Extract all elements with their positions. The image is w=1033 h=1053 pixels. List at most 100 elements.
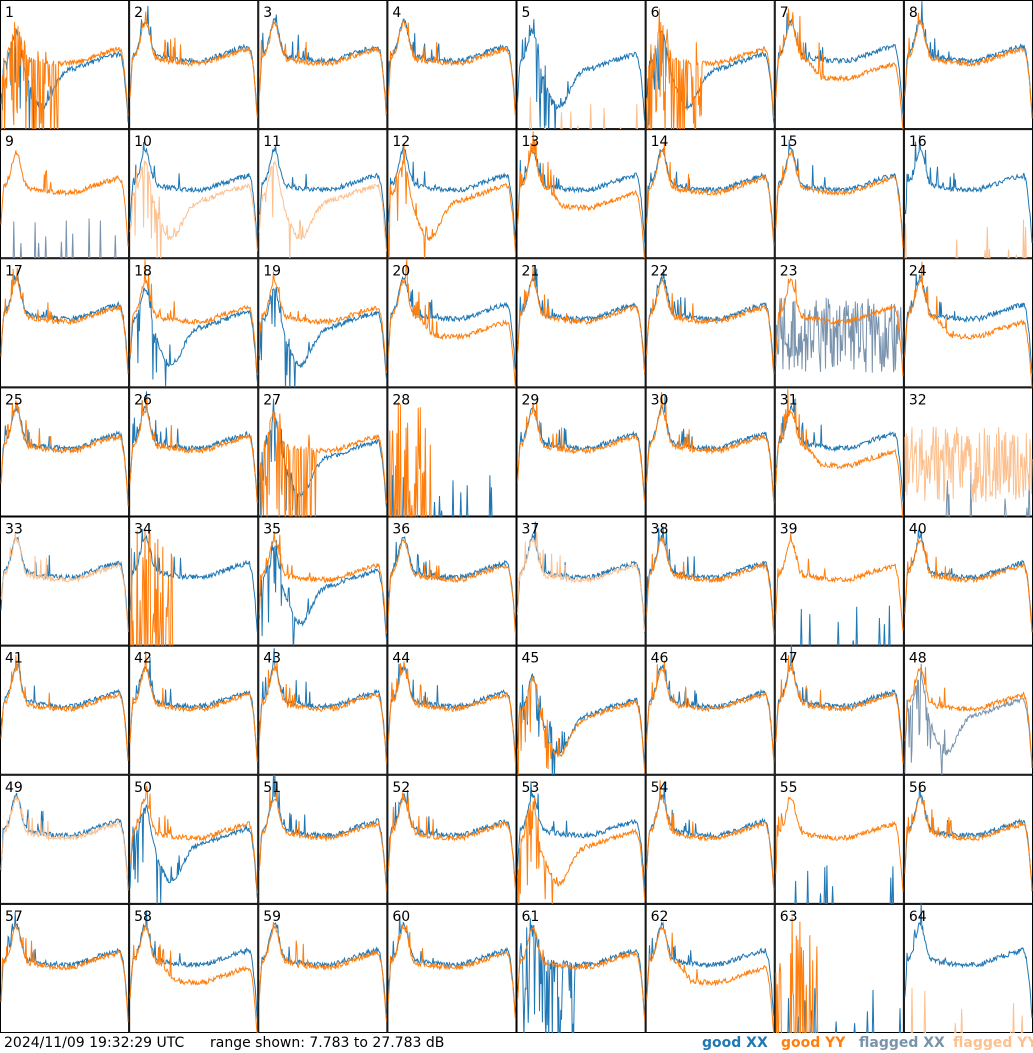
series-yy-42: [129, 651, 258, 762]
panel-label: 38: [651, 522, 669, 538]
panel-7: 7: [774, 0, 904, 130]
panel-13: 13: [516, 129, 646, 262]
panel-frame: [516, 129, 646, 259]
panel-frame: [774, 516, 904, 646]
panel-label: 48: [909, 651, 927, 667]
panel-label: 58: [134, 909, 152, 925]
series-yy-26: [129, 397, 258, 504]
panel-label: 2: [134, 5, 143, 21]
panel-frame: [129, 645, 259, 775]
panel-54: 54: [645, 774, 775, 904]
panel-label: 36: [392, 522, 410, 538]
panel-40: 40: [903, 516, 1033, 646]
panel-27: 27: [258, 387, 388, 523]
legend-good-xx-pol: XX: [746, 1035, 768, 1051]
panel-label: 15: [780, 134, 798, 150]
series-yy-57: [0, 924, 129, 1022]
series-xx-20: [387, 276, 516, 371]
series-yy-52: [387, 792, 516, 891]
panel-label: 54: [651, 780, 669, 796]
panel-label: 35: [263, 522, 281, 538]
panel-51: 51: [258, 774, 388, 904]
series-xx-14: [646, 147, 775, 244]
panel-label: 41: [5, 651, 23, 667]
series-xx-58: [129, 910, 258, 1020]
panel-label: 62: [651, 909, 669, 925]
panel-52: 52: [387, 774, 517, 904]
series-xx-47: [775, 644, 904, 762]
series-yy-35: [258, 531, 387, 634]
panel-label: 9: [5, 134, 14, 150]
series-yy-8: [904, 12, 1033, 119]
panel-28: 28: [387, 387, 517, 519]
series-yy-12: [387, 143, 516, 264]
series-xx-34: [129, 528, 258, 633]
series-xx-31: [775, 399, 904, 502]
series-yy-11: [258, 159, 387, 264]
panel-59: 59: [258, 903, 388, 1033]
panel-label: 1: [5, 5, 14, 21]
series-xx-33: [0, 535, 129, 631]
panel-label: 7: [780, 5, 789, 21]
series-xx-8: [904, 1, 1033, 116]
panel-label: 45: [522, 651, 540, 667]
panel-label: 14: [651, 134, 669, 150]
panel-label: 39: [780, 522, 798, 538]
range-label: range shown: 7.783 to 27.783 dB: [210, 1035, 445, 1051]
panel-label: 12: [392, 134, 410, 150]
panel-frame: [0, 258, 130, 388]
panel-16: 16: [903, 129, 1033, 261]
series-yy-62: [646, 926, 775, 1033]
panel-label: 57: [5, 909, 23, 925]
panel-frame: [516, 387, 646, 517]
panel-frame: [129, 0, 259, 130]
panel-19: 19: [258, 258, 388, 393]
series-yy-39: [775, 533, 904, 631]
series-xx-51: [258, 774, 387, 887]
panel-50: 50: [129, 774, 259, 907]
panel-label: 28: [392, 392, 410, 408]
series-yy-36: [387, 539, 516, 635]
series-yy-6: [646, 8, 775, 135]
series-xx-45: [517, 673, 646, 781]
panel-frame: [645, 129, 775, 259]
series-yy-20: [387, 259, 516, 390]
panel-34: 34: [129, 516, 259, 648]
panel-label: 43: [263, 651, 281, 667]
legend-good-xx: good XX: [702, 1033, 768, 1053]
panel-label: 46: [651, 651, 669, 667]
series-yy-32: [904, 426, 1033, 503]
panel-61: 61: [516, 903, 646, 1033]
panel-frame: [903, 774, 1033, 904]
series-yy-53: [517, 797, 646, 910]
panel-label: 42: [134, 651, 152, 667]
panel-frame: [129, 387, 259, 517]
series-yy-25: [0, 400, 129, 507]
panel-frame: [129, 774, 259, 904]
panel-label: 40: [909, 522, 927, 538]
series-yy-48: [904, 665, 1033, 765]
panel-frame: [258, 774, 388, 904]
panel-label: 56: [909, 780, 927, 796]
panel-label: 4: [392, 5, 401, 21]
panel-label: 8: [909, 5, 918, 21]
series-yy-9: [0, 150, 129, 247]
series-yy-46: [646, 660, 775, 762]
series-yy-58: [129, 923, 258, 1033]
panel-label: 55: [780, 780, 798, 796]
panel-35: 35: [258, 516, 388, 652]
panel-frame: [258, 387, 388, 517]
panel-58: 58: [129, 903, 259, 1033]
series-xx-6: [646, 30, 775, 126]
panel-label: 20: [392, 263, 410, 279]
series-yy-43: [258, 661, 387, 764]
series-yy-27: [258, 411, 387, 523]
legend-flagged-yy: flagged YY: [953, 1033, 1033, 1053]
panel-label: 23: [780, 263, 798, 279]
panel-2: 2: [129, 0, 259, 130]
series-xx-5: [517, 19, 646, 135]
panel-47: 47: [774, 644, 904, 775]
legend-good-yy-word: good: [781, 1035, 821, 1051]
series-yy-29: [517, 401, 646, 503]
